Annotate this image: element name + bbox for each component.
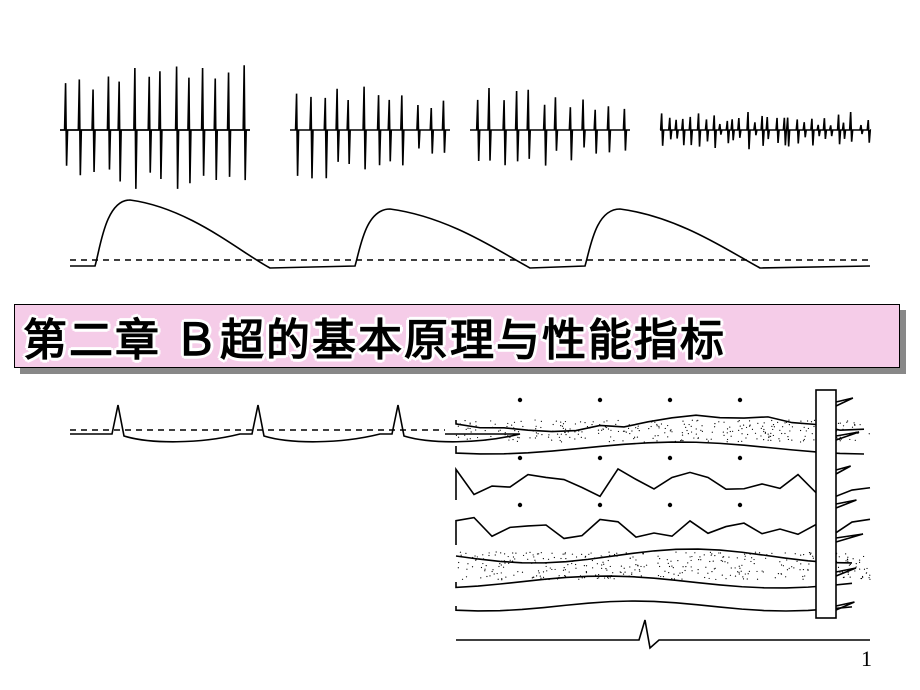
chapter-title-banner: 第二章 Ｂ超的基本原理与性能指标 第二章 Ｂ超的基本原理与性能指标 — [14, 304, 906, 374]
page-number: 1 — [861, 646, 872, 672]
banner-box: 第二章 Ｂ超的基本原理与性能指标 第二章 Ｂ超的基本原理与性能指标 — [14, 304, 900, 368]
chapter-title-text: 第二章 Ｂ超的基本原理与性能指标 第二章 Ｂ超的基本原理与性能指标 — [23, 304, 726, 368]
